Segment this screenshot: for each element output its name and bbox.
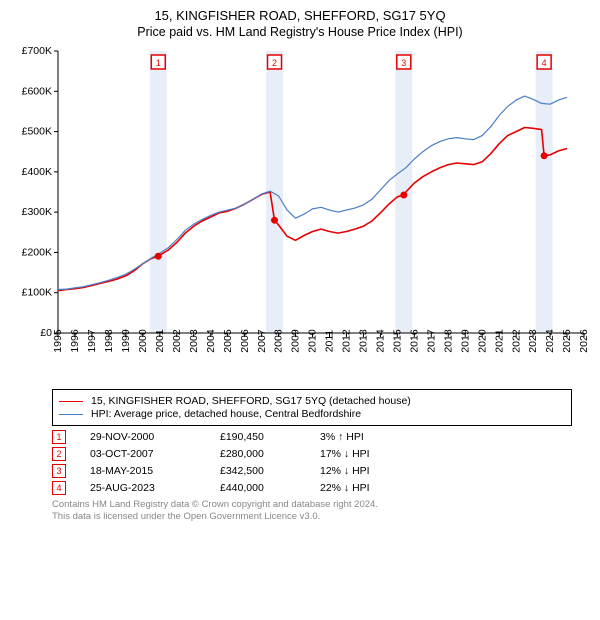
sale-row: 4 25-AUG-2023£440,00022% ↓ HPI [52,481,572,495]
legend-swatch [59,401,83,402]
svg-text:£600K: £600K [22,85,52,97]
legend-swatch [59,414,83,415]
sale-marker-box: 3 [52,464,66,478]
svg-text:2004: 2004 [205,329,217,353]
svg-text:1998: 1998 [103,329,115,353]
line-chart-svg: £0 £100K £200K £300K £400K £500K £600K £700K 199… [10,43,590,383]
svg-text:1997: 1997 [86,329,98,353]
svg-text:2005: 2005 [222,329,234,353]
sale-date: 29-NOV-2000 [90,431,220,443]
chart-container: 15, KINGFISHER ROAD, SHEFFORD, SG17 5YQ … [0,0,600,530]
legend-label: HPI: Average price, detached house, Cent… [91,408,361,420]
svg-text:2006: 2006 [239,329,251,353]
title-subtitle: Price paid vs. HM Land Registry's House … [10,25,590,39]
svg-text:2021: 2021 [493,329,505,353]
sale-row: 2 03-OCT-2007£280,00017% ↓ HPI [52,447,572,461]
svg-text:2016: 2016 [408,329,420,353]
sale-diff: 22% ↓ HPI [320,482,450,494]
svg-text:£300K: £300K [22,206,52,218]
svg-text:2001: 2001 [154,329,166,353]
svg-text:2010: 2010 [307,329,319,353]
sale-marker-box: 4 [52,481,66,495]
svg-text:2000: 2000 [137,329,149,353]
svg-text:£0: £0 [40,327,52,339]
legend-row: HPI: Average price, detached house, Cent… [59,408,565,420]
svg-text:2012: 2012 [341,329,353,353]
footer-line-1: Contains HM Land Registry data © Crown c… [52,499,572,511]
title-address: 15, KINGFISHER ROAD, SHEFFORD, SG17 5YQ [10,8,590,23]
svg-text:2019: 2019 [459,329,471,353]
svg-text:2022: 2022 [510,329,522,353]
svg-text:£200K: £200K [22,246,52,258]
svg-text:2011: 2011 [324,330,336,353]
svg-text:2026: 2026 [578,329,590,353]
sale-price: £190,450 [220,431,320,443]
svg-text:2003: 2003 [188,329,200,353]
svg-text:2015: 2015 [392,329,404,353]
sale-diff: 12% ↓ HPI [320,465,450,477]
svg-text:2023: 2023 [527,329,539,353]
sales-table: 1 29-NOV-2000£190,4503% ↑ HPI 2 03-OCT-2007… [52,430,572,495]
svg-text:£700K: £700K [22,45,52,57]
svg-text:2008: 2008 [273,329,285,353]
sale-diff: 17% ↓ HPI [320,448,450,460]
legend-label: 15, KINGFISHER ROAD, SHEFFORD, SG17 5YQ … [91,395,411,407]
svg-text:4: 4 [542,58,547,68]
svg-text:1995: 1995 [52,329,64,353]
sale-date: 25-AUG-2023 [90,482,220,494]
sale-marker-box: 1 [52,430,66,444]
svg-text:2025: 2025 [561,329,573,353]
sale-date: 18-MAY-2015 [90,465,220,477]
svg-text:1: 1 [156,58,161,68]
svg-text:1996: 1996 [69,329,81,353]
svg-text:2007: 2007 [256,329,268,353]
sale-marker-box: 2 [52,447,66,461]
legend-row: 15, KINGFISHER ROAD, SHEFFORD, SG17 5YQ … [59,395,565,407]
svg-text:2: 2 [272,58,277,68]
svg-text:£500K: £500K [22,126,52,138]
svg-text:£100K: £100K [22,287,52,299]
sale-diff: 3% ↑ HPI [320,431,450,443]
svg-text:£400K: £400K [22,166,52,178]
sale-row: 3 18-MAY-2015£342,50012% ↓ HPI [52,464,572,478]
svg-text:2009: 2009 [290,329,302,353]
title-block: 15, KINGFISHER ROAD, SHEFFORD, SG17 5YQ … [10,8,590,39]
sale-row: 1 29-NOV-2000£190,4503% ↑ HPI [52,430,572,444]
svg-text:2014: 2014 [375,329,387,353]
svg-text:2024: 2024 [544,329,556,353]
svg-text:2017: 2017 [425,329,437,353]
svg-text:1999: 1999 [120,329,132,353]
svg-text:2013: 2013 [358,329,370,353]
svg-text:2020: 2020 [476,329,488,353]
sale-price: £280,000 [220,448,320,460]
svg-text:3: 3 [401,58,406,68]
footer-line-2: This data is licensed under the Open Gov… [52,511,572,523]
svg-text:2002: 2002 [171,329,183,353]
sale-date: 03-OCT-2007 [90,448,220,460]
svg-text:2018: 2018 [442,329,454,353]
attribution-footer: Contains HM Land Registry data © Crown c… [52,499,572,524]
legend: 15, KINGFISHER ROAD, SHEFFORD, SG17 5YQ … [52,389,572,426]
sale-price: £440,000 [220,482,320,494]
chart-area: £0 £100K £200K £300K £400K £500K £600K £700K 199… [10,43,590,383]
sale-price: £342,500 [220,465,320,477]
